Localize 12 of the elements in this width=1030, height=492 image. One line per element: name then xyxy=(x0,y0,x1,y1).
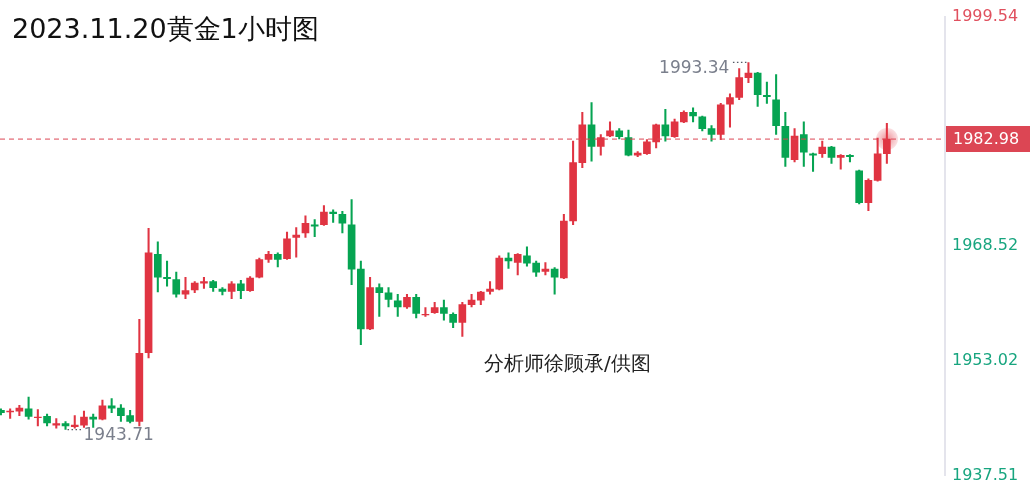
y-tick-label: 1999.54 xyxy=(952,5,1019,25)
candlestick xyxy=(61,421,70,430)
candlestick xyxy=(181,276,190,300)
chart-title: 2023.11.20黄金1小时图 xyxy=(12,12,319,46)
annotation: 1993.34 xyxy=(659,56,730,77)
y-tick-label: 1953.02 xyxy=(952,349,1019,369)
y-tick-label: 1937.51 xyxy=(952,464,1019,484)
annotation: 分析师徐顾承/供图 xyxy=(484,350,651,376)
y-tick-label: 1968.52 xyxy=(952,235,1019,255)
ref-line-label: 1982.98 xyxy=(953,129,1020,149)
candlestick xyxy=(292,227,301,258)
annotation: 1943.71 xyxy=(83,423,154,444)
